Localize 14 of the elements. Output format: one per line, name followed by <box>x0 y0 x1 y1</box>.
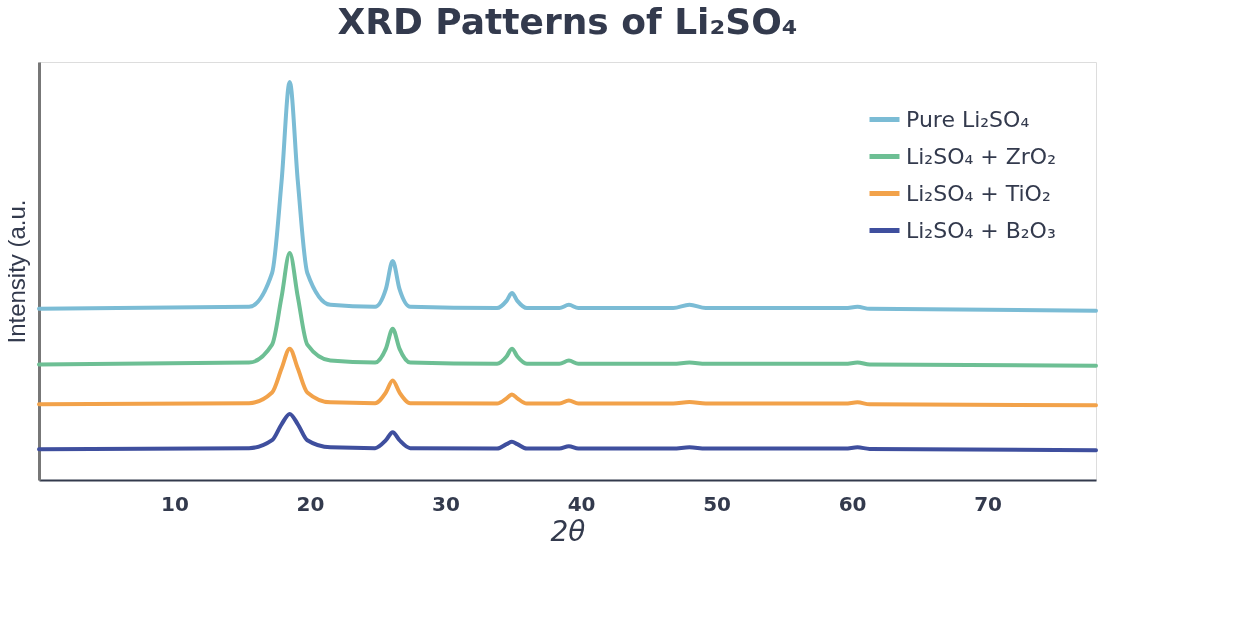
x-tick-label: 70 <box>974 491 1003 516</box>
x-tick-label: 20 <box>296 491 325 516</box>
x-tick-label: 60 <box>838 491 867 516</box>
y-axis-title: Intensity (a.u. <box>2 199 30 344</box>
x-axis-title: 2θ <box>550 514 586 548</box>
legend-label: Li₂SO₄ + ZrO₂ <box>906 143 1056 169</box>
x-tick-label: 30 <box>432 491 460 516</box>
x-tick-label: 40 <box>567 491 596 516</box>
x-tick-label: 50 <box>703 491 731 516</box>
legend-label: Li₂SO₄ + TiO₂ <box>906 180 1051 206</box>
legend-label: Li₂SO₄ + B₂O₃ <box>906 217 1056 243</box>
x-tick-label: 10 <box>161 491 189 516</box>
legend-label: Pure Li₂SO₄ <box>906 106 1030 132</box>
chart-title: XRD Patterns of Li₂SO₄ <box>337 1 798 42</box>
